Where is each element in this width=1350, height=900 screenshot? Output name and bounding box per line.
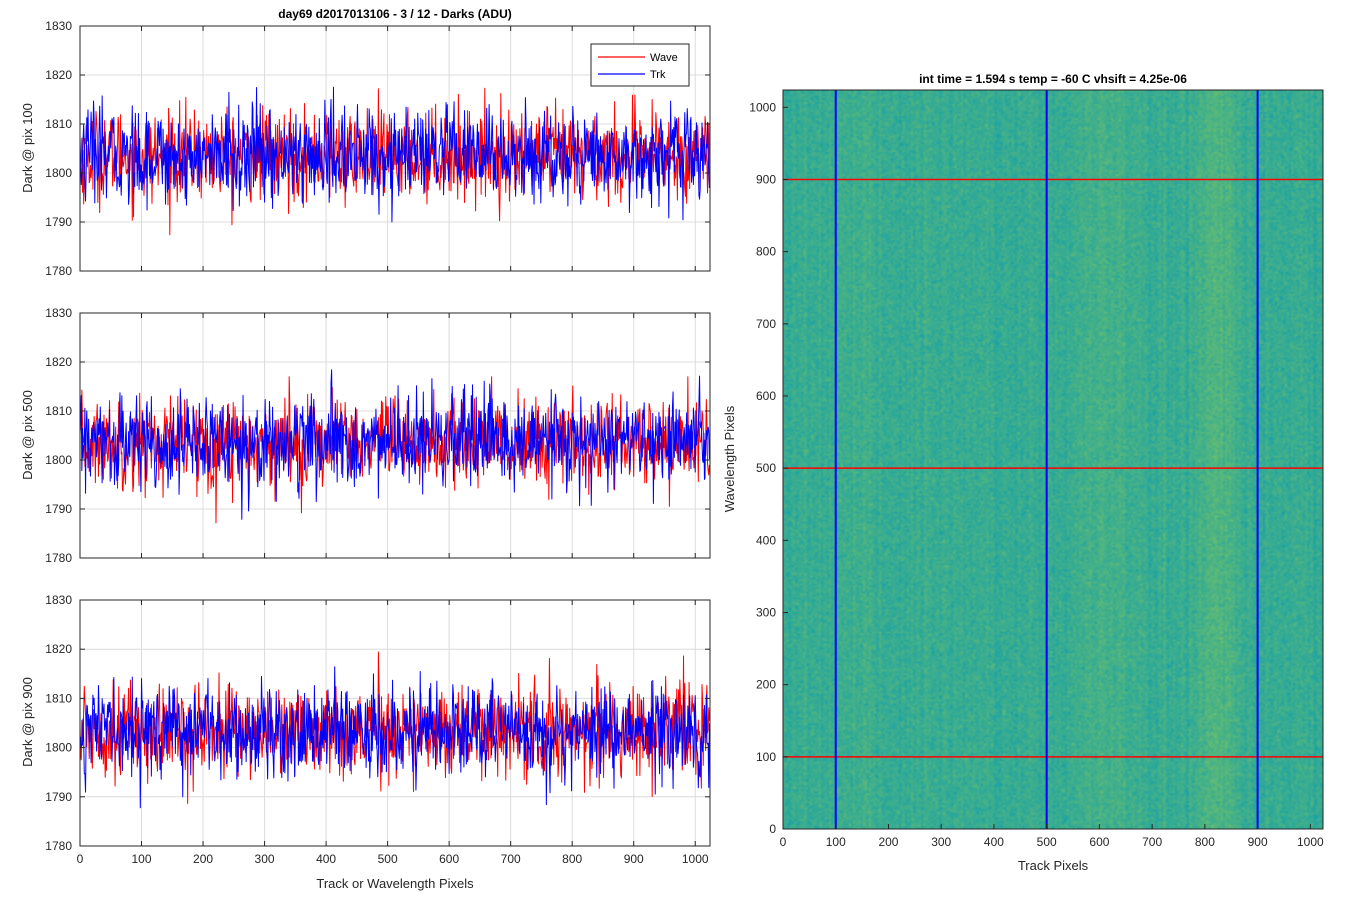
y-tick-label: 1800 — [45, 453, 72, 467]
legend-label-trk: Trk — [650, 69, 666, 81]
y-tick-label: 1830 — [45, 593, 72, 607]
x-tick-label: 200 — [193, 852, 213, 866]
y-tick-label: 1780 — [45, 551, 72, 565]
x-ticks — [79, 26, 696, 271]
x-ticks: 0 100 200 300 400 500 600 700 800 900 1000 — [780, 824, 1324, 849]
series-group — [79, 86, 710, 236]
series-line-wave — [79, 376, 710, 524]
y-tick-label: 1810 — [45, 117, 72, 131]
x-tick-label: 900 — [624, 852, 644, 866]
x-tick-label: 0 — [77, 852, 84, 866]
x-tick-label: 500 — [378, 852, 398, 866]
x-tick-label: 300 — [931, 835, 951, 849]
x-tick-label: 400 — [316, 852, 336, 866]
panel-title: day69 d2017013106 - 3 / 12 - Darks (ADU) — [278, 7, 511, 21]
axes-frame — [79, 599, 711, 847]
series-line-trk — [79, 369, 710, 520]
y-tick-label: 1820 — [45, 68, 72, 82]
y-tick-label: 1820 — [45, 355, 72, 369]
y-axis-label: Wavelength Pixels — [722, 405, 737, 512]
image-frame — [782, 89, 1324, 830]
y-axis-label: Dark @ pix 500 — [20, 390, 35, 480]
series-group — [79, 369, 710, 524]
x-tick-label: 600 — [439, 852, 459, 866]
x-tick-label: 500 — [1037, 835, 1057, 849]
x-tick-label: 0 — [780, 835, 787, 849]
line-panel-pix-100: day69 d2017013106 - 3 / 12 - Darks (ADU)… — [20, 7, 711, 278]
x-tick-label: 400 — [984, 835, 1004, 849]
y-tick-label: 1800 — [45, 166, 72, 180]
x-tick-label: 100 — [132, 852, 152, 866]
x-tick-label: 600 — [1089, 835, 1109, 849]
y-tick-label: 1780 — [45, 839, 72, 853]
y-ticks: 1780 1790 1800 1810 1820 1830 — [45, 19, 710, 278]
y-tick-label: 1790 — [45, 790, 72, 804]
y-tick-label: 900 — [756, 172, 776, 186]
y-tick-label: 400 — [756, 533, 776, 547]
y-tick-label: 300 — [756, 605, 776, 619]
x-ticks: 0 100 200 300 400 500 600 700 800 900 1000 — [77, 600, 709, 866]
x-tick-label: 1000 — [682, 852, 709, 866]
y-tick-label: 800 — [756, 245, 776, 259]
x-tick-label: 900 — [1248, 835, 1268, 849]
image-title: int time = 1.594 s temp = -60 C vhsift =… — [919, 72, 1187, 86]
x-ticks — [79, 313, 696, 558]
y-tick-label: 200 — [756, 678, 776, 692]
y-tick-label: 600 — [756, 389, 776, 403]
x-tick-label: 700 — [501, 852, 521, 866]
y-tick-label: 1000 — [749, 100, 776, 114]
line-panel-pix-900: 1780 1790 1800 1810 1820 1830 0 100 200 300 400 50… — [20, 593, 711, 891]
y-tick-label: 1810 — [45, 404, 72, 418]
y-tick-label: 1810 — [45, 691, 72, 705]
legend: Wave Trk — [590, 43, 690, 87]
x-tick-label: 800 — [562, 852, 582, 866]
x-tick-label: 300 — [255, 852, 275, 866]
series-line-trk — [79, 86, 710, 223]
y-tick-label: 1790 — [45, 215, 72, 229]
image-panel: int time = 1.594 s temp = -60 C vhsift =… — [722, 72, 1324, 873]
x-axis-label: Track Pixels — [1018, 858, 1089, 873]
x-tick-label: 200 — [878, 835, 898, 849]
y-tick-label: 1780 — [45, 264, 72, 278]
y-tick-label: 1800 — [45, 741, 72, 755]
legend-label-wave: Wave — [650, 52, 678, 64]
y-tick-label: 0 — [769, 822, 776, 836]
legend-box — [590, 43, 690, 87]
x-tick-label: 700 — [1142, 835, 1162, 849]
y-axis-label: Dark @ pix 900 — [20, 677, 35, 767]
axes-frame — [79, 312, 711, 559]
y-tick-label: 1790 — [45, 502, 72, 516]
line-panel-pix-500: 1780 1790 1800 1810 1820 1830 Dark @ pix 500 — [20, 306, 711, 565]
x-axis-label: Track or Wavelength Pixels — [316, 876, 474, 891]
series-line-trk — [79, 666, 710, 809]
x-tick-label: 1000 — [1297, 835, 1324, 849]
y-tick-label: 1830 — [45, 19, 72, 33]
dark-frame-image — [783, 90, 1323, 829]
y-tick-label: 100 — [756, 750, 776, 764]
x-tick-label: 800 — [1195, 835, 1215, 849]
series-group — [79, 651, 710, 809]
marker-lines — [783, 90, 1323, 829]
x-tick-label: 100 — [826, 835, 846, 849]
y-tick-label: 1830 — [45, 306, 72, 320]
y-tick-label: 700 — [756, 317, 776, 331]
y-ticks: 0 100 200 300 400 500 600 700 800 900 1000 — [749, 100, 788, 836]
y-axis-label: Dark @ pix 100 — [20, 103, 35, 193]
y-ticks: 1780 1790 1800 1810 1820 1830 — [45, 306, 710, 565]
y-tick-label: 1820 — [45, 642, 72, 656]
y-ticks: 1780 1790 1800 1810 1820 1830 — [45, 593, 710, 853]
axes-frame — [79, 25, 711, 272]
y-tick-label: 500 — [756, 461, 776, 475]
